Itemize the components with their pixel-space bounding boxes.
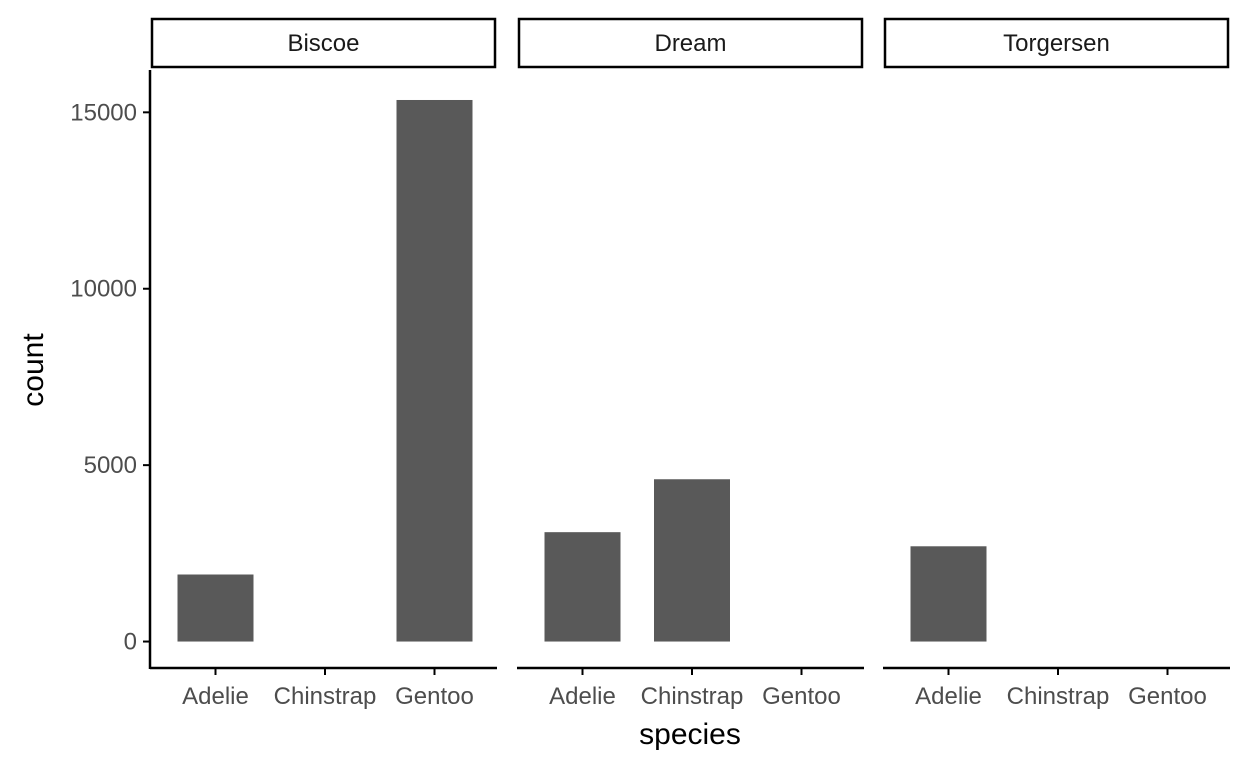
x-tick-label: Gentoo <box>1128 683 1207 710</box>
panel-biscoe: Biscoe Adelie Chinstrap Gentoo <box>150 17 497 710</box>
x-tick-label: Chinstrap <box>641 683 744 710</box>
bar-dream-adelie <box>544 532 621 642</box>
panels-layer: Biscoe Adelie Chinstrap Gentoo Dream Adelie Ch… <box>150 17 1230 710</box>
x-tick-label: Gentoo <box>762 683 841 710</box>
y-axis-title: count <box>17 333 50 407</box>
y-tick-label: 5000 <box>84 452 137 479</box>
bar-biscoe-adelie <box>177 574 254 642</box>
facet-strip <box>517 17 864 69</box>
bar-torgersen-adelie <box>910 546 987 642</box>
x-tick-label: Chinstrap <box>1007 683 1110 710</box>
facet-strip <box>150 17 497 69</box>
panel-dream: Dream Adelie Chinstrap Gentoo <box>517 17 864 710</box>
bar-dream-chinstrap <box>654 479 730 642</box>
x-tick-label: Chinstrap <box>274 683 377 710</box>
facet-strip-label: Torgersen <box>1003 30 1110 57</box>
x-axis-title: species <box>639 718 741 751</box>
y-tick-label: 0 <box>124 629 137 656</box>
x-tick-label: Adelie <box>182 683 249 710</box>
y-axis: 0 5000 10000 15000 <box>70 70 152 669</box>
bar-biscoe-gentoo <box>396 99 473 642</box>
y-tick-label: 10000 <box>70 276 137 303</box>
y-tick-label: 15000 <box>70 99 137 126</box>
x-tick-label: Adelie <box>915 683 982 710</box>
facet-strip <box>883 17 1230 69</box>
panel-torgersen: Torgersen Adelie Chinstrap Gentoo <box>883 17 1230 710</box>
x-tick-label: Gentoo <box>395 683 474 710</box>
facet-strip-label: Dream <box>654 30 726 57</box>
facet-strip-label: Biscoe <box>287 30 359 57</box>
x-tick-label: Adelie <box>549 683 616 710</box>
